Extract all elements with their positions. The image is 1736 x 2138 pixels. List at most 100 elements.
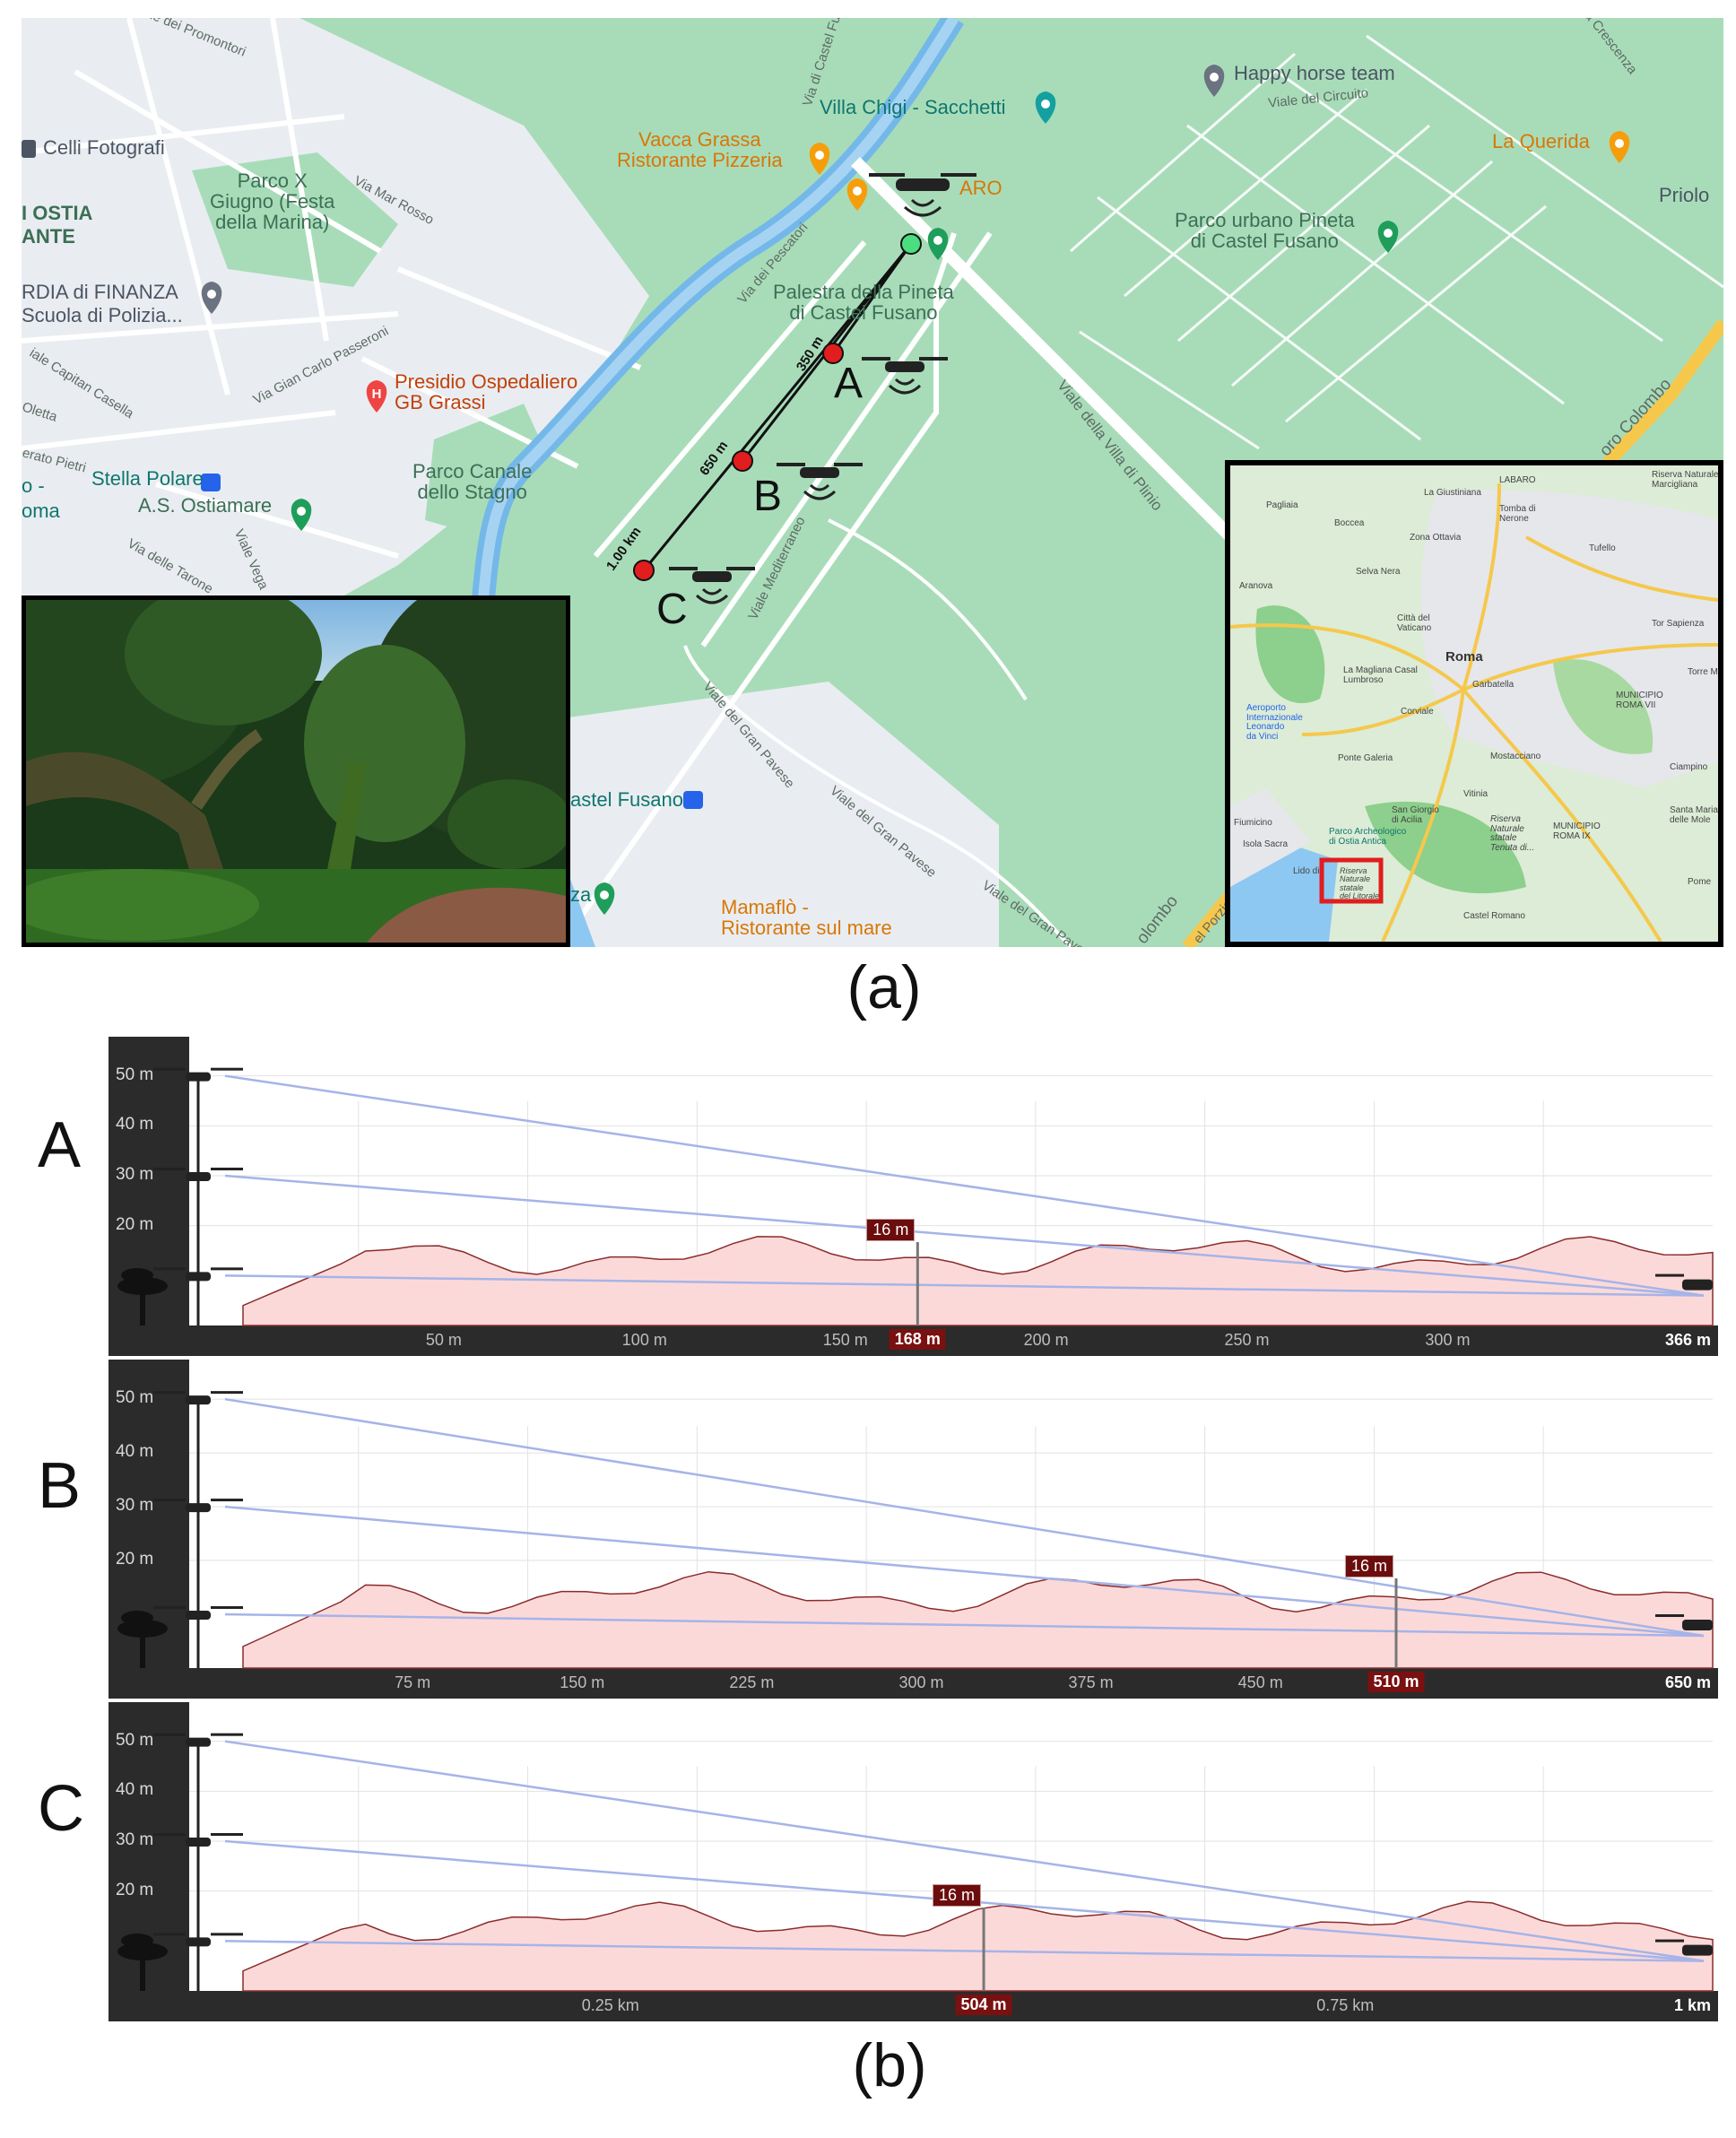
label-villa-chigi: Villa Chigi - Sacchetti bbox=[820, 96, 1006, 118]
line-of-sight-50m bbox=[224, 1740, 1705, 1962]
label-oma-1: o - bbox=[22, 474, 45, 497]
mini-label-aranova: Aranova bbox=[1239, 581, 1273, 591]
x-tick-label: 0.75 km bbox=[1316, 1996, 1375, 2014]
mini-label-roma: Roma bbox=[1445, 649, 1483, 665]
mini-label-pagliaia: Pagliaia bbox=[1266, 500, 1298, 510]
label-palestra: Palestra della Pineta di Castel Fusano bbox=[773, 281, 954, 325]
y-tick-label: 30 m bbox=[116, 1830, 154, 1849]
point-c bbox=[633, 560, 655, 581]
drone-icon-a bbox=[862, 357, 948, 395]
mini-label-san-giorgio: San Giorgio di Acilia bbox=[1392, 805, 1439, 825]
drone-icon-c bbox=[669, 567, 755, 604]
y-axis-panel bbox=[108, 1037, 189, 1356]
label-presidio: Presidio Ospedaliero GB Grassi bbox=[395, 370, 578, 414]
line-of-sight-50m bbox=[224, 1397, 1705, 1638]
mini-label-lido: Lido di bbox=[1293, 866, 1320, 876]
label-stella: Stella Polare bbox=[91, 467, 204, 490]
terrain-profile bbox=[242, 1570, 1714, 1669]
point-b bbox=[732, 450, 753, 472]
y-tick-label: 40 m bbox=[116, 1780, 154, 1800]
mini-label-marcigliana: Riserva Naturale Marcigliana bbox=[1652, 470, 1719, 490]
x-tick-label: 0.25 km bbox=[581, 1996, 639, 2014]
mini-label-mostacciano: Mostacciano bbox=[1490, 752, 1541, 761]
label-za: za bbox=[570, 883, 592, 906]
x-tick-label: 300 m bbox=[1425, 1331, 1471, 1349]
mini-label-tomba-nerone: Tomba di Nerone bbox=[1499, 504, 1536, 524]
mini-label-zona-ottavia: Zona Ottavia bbox=[1410, 533, 1462, 543]
x-tick-label: 450 m bbox=[1237, 1673, 1283, 1691]
profile-chart-b: 50 m 40 m 30 m 20 m 75 m 150 m 225 m 300 m 375 m… bbox=[108, 1360, 1718, 1699]
line-of-sight-50m bbox=[224, 1074, 1705, 1297]
mini-label-boccea: Boccea bbox=[1334, 518, 1365, 528]
caption-b: (b) bbox=[852, 2031, 927, 2099]
marker-distance-label: 168 m bbox=[889, 1329, 946, 1350]
pin-icon-happy-horse bbox=[1203, 65, 1225, 97]
camera-icon bbox=[22, 140, 36, 158]
drone-icon bbox=[153, 1067, 243, 1082]
marker-distance-label: 504 m bbox=[955, 1995, 1012, 2015]
mini-label-pomezia: Pome bbox=[1688, 877, 1712, 887]
line-of-sight-10m bbox=[224, 1274, 1705, 1297]
overview-highlight-frame bbox=[1319, 857, 1384, 904]
caption-a: (a) bbox=[846, 953, 922, 1021]
x-tick-label: 100 m bbox=[621, 1331, 667, 1349]
y-tick-label: 20 m bbox=[116, 1550, 154, 1569]
mini-label-parco-ostia: Parco Archeologico di Ostia Antica bbox=[1329, 827, 1407, 847]
y-tick-label: 40 m bbox=[116, 1115, 154, 1134]
x-tick-label: 375 m bbox=[1068, 1673, 1114, 1691]
label-celli: Celli Fotografi bbox=[43, 136, 165, 159]
pin-icon-parco-urbano bbox=[1377, 221, 1399, 253]
marker-height-label: 16 m bbox=[866, 1218, 916, 1241]
y-tick-label: 30 m bbox=[116, 1496, 154, 1516]
label-ostia-1: I OSTIA bbox=[22, 202, 93, 224]
terrain-profile bbox=[242, 1900, 1714, 1992]
point-label-a: A bbox=[834, 360, 864, 407]
forest-photo bbox=[22, 595, 570, 947]
drone-icon bbox=[153, 1833, 243, 1847]
pin-icon-ostiamare bbox=[291, 499, 312, 531]
line-of-sight-30m bbox=[224, 1505, 1705, 1638]
pin-icon-vacca-grassa bbox=[809, 143, 830, 175]
x-tick-label: 300 m bbox=[898, 1673, 944, 1691]
label-priolo: Priolo bbox=[1659, 184, 1710, 206]
line-of-sight-30m bbox=[224, 1174, 1705, 1297]
profile-chart-c: 50 m 40 m 30 m 20 m 0.25 km 0.75 km 1 km 504 m 1… bbox=[108, 1702, 1718, 2021]
pin-icon-presidio: H bbox=[366, 380, 387, 413]
mini-label-tufello: Tufello bbox=[1589, 543, 1616, 553]
profile-chart-a: 50 m 40 m 30 m 20 m 50 m 100 m 150 m 200 m 250 m… bbox=[108, 1037, 1718, 1356]
profile-plot bbox=[117, 1733, 1714, 1992]
tree-icon bbox=[117, 1268, 168, 1325]
pin-icon-palestra bbox=[927, 228, 949, 260]
mini-label-torre-maura: Torre M bbox=[1688, 667, 1718, 677]
mini-label-isola-sacra: Isola Sacra bbox=[1243, 839, 1289, 849]
marker-height-label: 16 m bbox=[1344, 1555, 1393, 1578]
point-a bbox=[822, 343, 844, 364]
x-end-label: 366 m bbox=[1664, 1331, 1711, 1349]
y-tick-label: 50 m bbox=[116, 1065, 154, 1084]
x-tick-label: 250 m bbox=[1224, 1331, 1270, 1349]
pin-icon-za bbox=[594, 882, 615, 915]
drone-icon-b bbox=[777, 463, 863, 500]
x-end-label: 1 km bbox=[1673, 1996, 1711, 2014]
label-oma-2: oma bbox=[22, 500, 60, 522]
label-parco-urbano: Parco urbano Pineta di Castel Fusano bbox=[1175, 209, 1355, 253]
drone-icon bbox=[153, 1267, 243, 1282]
receiver-drone-icon bbox=[1655, 1273, 1713, 1291]
x-axis-panel bbox=[189, 1668, 1718, 1699]
x-tick-label: 150 m bbox=[822, 1331, 868, 1349]
mini-label-vaticano: Città del Vaticano bbox=[1397, 613, 1432, 633]
forest-photo-image bbox=[26, 600, 566, 943]
mini-label-magliana: La Magliana Casal Lumbroso bbox=[1343, 665, 1418, 685]
label-mamaflo: Mamaflò - Ristorante sul mare bbox=[721, 896, 892, 940]
marker-distance-label: 510 m bbox=[1367, 1672, 1425, 1692]
profile-plot bbox=[117, 1391, 1714, 1669]
x-end-label: 650 m bbox=[1664, 1673, 1711, 1691]
tree-icon bbox=[117, 1611, 168, 1668]
drone-icon-base bbox=[869, 173, 976, 217]
drone-icon bbox=[153, 1933, 243, 1947]
y-tick-label: 40 m bbox=[116, 1442, 154, 1462]
origin-point bbox=[900, 233, 922, 255]
mini-label-municipio-ix: MUNICIPIO ROMA IX bbox=[1553, 821, 1601, 841]
mini-label-riserva: Riserva Naturale statale Tenuta di... bbox=[1490, 814, 1535, 853]
label-castel-fusano: astel Fusano bbox=[570, 788, 683, 811]
